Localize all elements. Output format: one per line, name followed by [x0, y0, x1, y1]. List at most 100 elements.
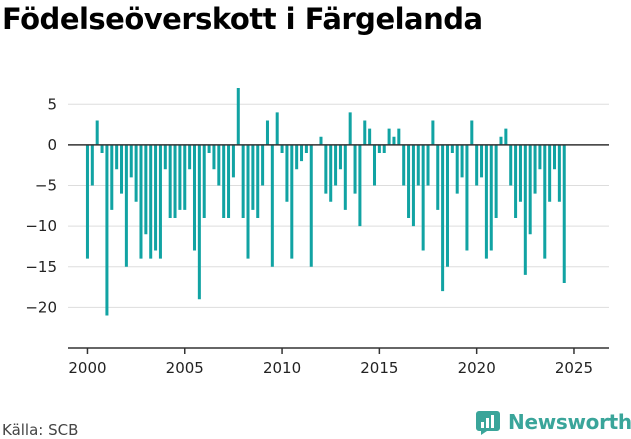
bar	[411, 144, 415, 227]
bar	[518, 144, 522, 202]
bar	[124, 144, 128, 267]
bar	[377, 144, 381, 153]
bar	[120, 144, 124, 194]
bar	[553, 144, 557, 170]
bar	[465, 144, 469, 251]
bar	[300, 144, 304, 162]
bar	[557, 144, 561, 202]
bar	[173, 144, 177, 218]
bar	[382, 144, 386, 153]
bar	[475, 144, 479, 186]
bar	[261, 144, 265, 186]
bar	[270, 144, 274, 267]
bar	[227, 144, 231, 218]
bar	[105, 144, 109, 316]
bar	[241, 144, 245, 218]
y-tick-label: −10	[25, 217, 57, 235]
bar	[528, 144, 532, 235]
bar	[445, 144, 449, 267]
newsworthy-logo-icon	[476, 411, 500, 435]
y-tick-label: −20	[25, 298, 57, 316]
bar	[168, 144, 172, 218]
bar	[290, 144, 294, 259]
bar	[324, 144, 328, 194]
bar	[236, 88, 240, 145]
bar	[509, 144, 513, 186]
x-tick-label: 2020	[458, 359, 496, 377]
bar	[110, 144, 114, 210]
bar	[139, 144, 143, 259]
bar	[256, 144, 260, 218]
bar	[363, 120, 367, 145]
bar	[338, 144, 342, 170]
bar	[368, 128, 372, 145]
bar	[192, 144, 197, 251]
bar	[348, 112, 352, 145]
bar	[265, 120, 269, 145]
bar	[358, 144, 362, 227]
bar	[504, 128, 508, 145]
bar	[304, 144, 308, 153]
bar	[538, 144, 542, 170]
bar	[207, 144, 211, 153]
bar	[329, 144, 333, 202]
bar	[275, 112, 279, 145]
bar	[480, 144, 484, 178]
bar	[149, 144, 153, 259]
bar	[499, 136, 503, 145]
bar	[319, 136, 323, 145]
brand-logo[interactable]: Newsworthy	[475, 408, 631, 436]
bar	[450, 144, 454, 153]
y-tick-label: −15	[25, 258, 57, 276]
bar	[197, 144, 201, 300]
bar	[188, 144, 192, 170]
bar	[158, 144, 162, 259]
x-tick-label: 2000	[68, 359, 106, 377]
bar	[441, 144, 445, 292]
bar	[202, 144, 206, 218]
bar	[280, 144, 284, 153]
bar	[163, 144, 167, 170]
bar	[484, 144, 488, 259]
bar	[372, 144, 377, 186]
bar	[129, 144, 133, 178]
bar	[421, 144, 425, 251]
gridlines	[68, 103, 609, 308]
bar	[85, 144, 89, 259]
bar	[470, 120, 474, 145]
bar	[431, 120, 435, 145]
bar	[217, 144, 221, 186]
bar	[523, 144, 527, 275]
bar	[489, 144, 493, 251]
bar	[309, 144, 313, 267]
bar	[548, 144, 552, 202]
bar	[90, 144, 94, 186]
bar	[455, 144, 459, 194]
bar	[285, 144, 289, 202]
y-tick-label: −5	[35, 177, 57, 195]
bar	[392, 136, 396, 145]
y-axis-ticks: 5 0 −5 −10 −15 −20	[25, 95, 57, 316]
bar	[154, 144, 158, 251]
bar	[334, 144, 338, 186]
bar	[436, 144, 440, 210]
bar	[231, 144, 235, 178]
bar	[543, 144, 547, 259]
bar	[183, 144, 187, 210]
bar	[533, 144, 537, 194]
bar	[416, 144, 420, 186]
bar	[134, 144, 138, 202]
bar	[562, 144, 566, 283]
bar	[251, 144, 255, 210]
x-tick-label: 2005	[166, 359, 204, 377]
bar	[460, 144, 464, 178]
bar	[343, 144, 347, 210]
bar	[397, 128, 401, 145]
bar	[407, 144, 411, 218]
bar	[494, 144, 498, 218]
x-axis-ticks: 2000 2005 2010 2015 2020 2025	[68, 348, 593, 377]
bar	[178, 144, 182, 210]
bar	[95, 120, 99, 145]
bar	[402, 144, 406, 186]
